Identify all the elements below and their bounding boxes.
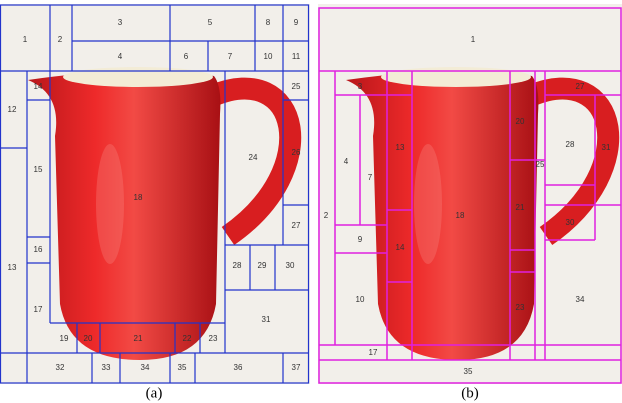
segment-label: 10: [264, 52, 273, 61]
segment-label: 4: [118, 52, 123, 61]
segment-label: 23: [209, 334, 218, 343]
segment-label: 35: [178, 363, 187, 372]
segment-label: 30: [286, 261, 295, 270]
segment-label: 24: [249, 153, 258, 162]
segment-label: 3: [118, 18, 123, 27]
segment-label: 16: [34, 245, 43, 254]
segment-label: 4: [344, 157, 349, 166]
pitcher-image: [318, 4, 622, 384]
segment-label: 25: [536, 160, 545, 169]
segment-label: 36: [234, 363, 243, 372]
segment-label: 12: [8, 105, 17, 114]
segment-label: 19: [60, 334, 69, 343]
segment-label: 7: [368, 173, 373, 182]
segment-label: 21: [134, 334, 143, 343]
segment-label: 7: [228, 52, 233, 61]
segment-label: 29: [258, 261, 267, 270]
segment-label: 15: [34, 165, 43, 174]
segment-label: 30: [566, 218, 575, 227]
segment-label: 1: [23, 35, 28, 44]
segment-label: 8: [266, 18, 271, 27]
segment-label: 17: [369, 348, 378, 357]
segment-label: 33: [102, 363, 111, 372]
segment-label: 6: [184, 52, 189, 61]
segment-label: 14: [396, 243, 405, 252]
segment-label: 2: [58, 35, 63, 44]
segment-label: 31: [262, 315, 271, 324]
segment-label: 26: [292, 148, 301, 157]
segment-label: 10: [356, 295, 365, 304]
segment-label: 14: [34, 82, 43, 91]
segment-label: 27: [576, 82, 585, 91]
segment-label: 22: [183, 334, 192, 343]
segment-label: 23: [516, 303, 525, 312]
segment-label: 2: [324, 211, 329, 220]
segment-label: 32: [56, 363, 65, 372]
segment-label: 9: [358, 235, 363, 244]
segment-label: 3: [358, 82, 363, 91]
segment-label: 28: [566, 140, 575, 149]
segment-label: 18: [134, 193, 143, 202]
segment-label: 34: [141, 363, 150, 372]
segment-label: 34: [576, 295, 585, 304]
figure: 1234567891011121314151617181920212223242…: [0, 0, 622, 403]
segment-label: 5: [208, 18, 213, 27]
segment-label: 31: [602, 143, 611, 152]
segment-label: 13: [396, 143, 405, 152]
segment-label: 18: [456, 211, 465, 220]
segment-label: 11: [292, 52, 301, 61]
segment-label: 20: [516, 117, 525, 126]
caption: (a): [146, 385, 163, 401]
segment-label: 35: [464, 367, 473, 376]
segment-label: 28: [233, 261, 242, 270]
segment-label: 25: [292, 82, 301, 91]
caption: (b): [461, 385, 479, 401]
segment-label: 21: [516, 203, 525, 212]
segment-label: 1: [471, 35, 476, 44]
segment-label: 37: [292, 363, 301, 372]
segment-label: 9: [294, 18, 299, 27]
segment-label: 13: [8, 263, 17, 272]
segment-label: 17: [34, 305, 43, 314]
segment-label: 27: [292, 221, 301, 230]
segment-label: 20: [84, 334, 93, 343]
